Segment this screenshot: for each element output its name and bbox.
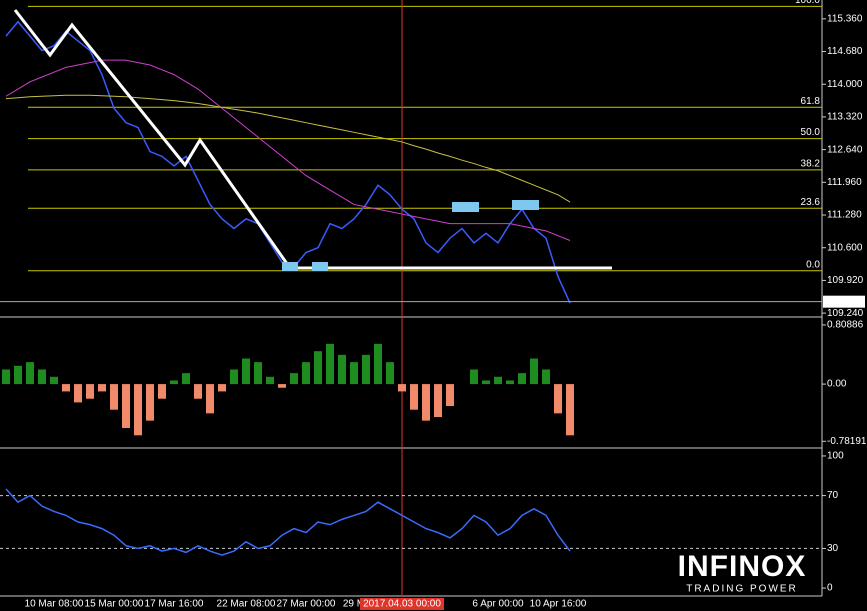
histogram-bar — [482, 380, 490, 385]
histogram-bar — [314, 351, 322, 385]
fib-label: 0.0 — [806, 259, 820, 270]
y-tick-label: 70 — [827, 490, 839, 501]
x-tick-label: 10 Apr 16:00 — [530, 599, 587, 610]
zigzag — [13, 9, 292, 269]
histogram-bar — [410, 384, 418, 410]
histogram-bar — [206, 384, 214, 414]
histogram-bar — [326, 343, 334, 385]
histogram-bar — [182, 373, 190, 385]
cursor-label-bg — [360, 598, 444, 610]
histogram-bar — [26, 362, 34, 385]
y-tick-label: 111.280 — [827, 210, 862, 221]
histogram-bar — [386, 362, 394, 385]
histogram-bar — [434, 384, 442, 418]
y-tick-label: 115.360 — [827, 13, 863, 24]
histogram-bar — [302, 362, 310, 385]
x-tick-label: 27 Mar 00:00 — [277, 599, 336, 610]
histogram-bar — [230, 369, 238, 385]
histogram-bar — [422, 384, 430, 421]
histogram-bar — [38, 369, 46, 385]
histogram-bar — [362, 354, 370, 385]
histogram-bar — [266, 376, 274, 385]
y-tick-label: 114.000 — [827, 79, 863, 90]
last-price-box — [823, 295, 865, 308]
histogram-bar — [494, 376, 502, 385]
y-tick-label: 109.240 — [827, 308, 864, 319]
histogram-bar — [374, 343, 382, 385]
series-line — [5, 94, 571, 203]
histogram-bar — [14, 365, 22, 385]
histogram-bar — [146, 384, 154, 421]
last-price-label: 109.478 — [826, 296, 863, 307]
histogram-bar — [170, 380, 178, 385]
y-tick-label: -0.78191 — [827, 436, 867, 447]
x-tick-label: 10 Mar 08:00 — [25, 599, 84, 610]
histogram-bar — [506, 380, 514, 385]
series-line — [5, 488, 571, 556]
y-tick-label: 112.640 — [827, 144, 863, 155]
annotations — [13, 9, 612, 271]
x-tick-label: 15 Mar 00:00 — [85, 599, 144, 610]
histogram-bar — [242, 358, 250, 385]
highlight-box — [312, 262, 328, 271]
logo: INFINOX — [678, 550, 807, 583]
y-tick-label: 100 — [827, 451, 844, 462]
histogram-bar — [350, 362, 358, 385]
y-tick-label: 0.80886 — [827, 320, 864, 331]
y-tick-label: 114.680 — [827, 46, 863, 57]
x-tick-label: 22 Mar 08:00 — [217, 599, 276, 610]
fib-label: 38.2 — [801, 158, 821, 169]
y-tick-label: 113.320 — [827, 112, 863, 123]
y-tick-label: 0.00 — [827, 379, 847, 390]
histogram-bar — [2, 369, 10, 385]
fib-label: 50.0 — [801, 127, 821, 138]
histogram-bar — [470, 369, 478, 385]
y-tick-label: 30 — [827, 543, 839, 554]
fib-label: 100.0 — [795, 0, 820, 6]
y-tick-label: 110.600 — [827, 242, 863, 253]
fib-label: 23.6 — [801, 197, 821, 208]
histogram-bar — [50, 376, 58, 385]
x-tick-label: 29 M — [343, 599, 365, 610]
highlight-box — [512, 200, 539, 210]
x-tick-label: 6 Apr 00:00 — [472, 599, 524, 610]
histogram-bar — [290, 373, 298, 385]
histogram-bar — [62, 384, 70, 392]
histogram-bar — [554, 384, 562, 414]
histogram-bar — [338, 354, 346, 385]
histogram-bar — [446, 384, 454, 407]
histogram-bar — [218, 384, 226, 392]
histogram-bar — [278, 384, 286, 388]
y-tick-label: 111.960 — [827, 177, 862, 188]
histogram-bar — [566, 384, 574, 436]
histogram-bar — [98, 384, 106, 392]
histogram-bar — [110, 384, 118, 410]
histogram-bar — [194, 384, 202, 399]
highlight-box — [282, 262, 298, 271]
x-tick-label: 2017.04.03 00:00 — [363, 599, 441, 610]
logo-tagline: TRADING POWER — [686, 584, 798, 595]
x-tick-label: 17 Mar 16:00 — [145, 599, 204, 610]
y-tick-label: 109.920 — [827, 275, 864, 286]
histogram-bar — [530, 358, 538, 385]
histogram-bar — [542, 369, 550, 385]
histogram-bar — [254, 362, 262, 385]
histogram-bar — [86, 384, 94, 399]
histogram-bar — [122, 384, 130, 428]
histogram-bar — [134, 384, 142, 436]
histogram-bar — [398, 384, 406, 392]
histogram-bar — [518, 373, 526, 385]
histogram-bar — [74, 384, 82, 403]
histogram-bar — [158, 384, 166, 399]
highlight-box — [452, 202, 479, 212]
y-tick-label: 0 — [827, 583, 833, 594]
fib-label: 61.8 — [801, 96, 821, 107]
